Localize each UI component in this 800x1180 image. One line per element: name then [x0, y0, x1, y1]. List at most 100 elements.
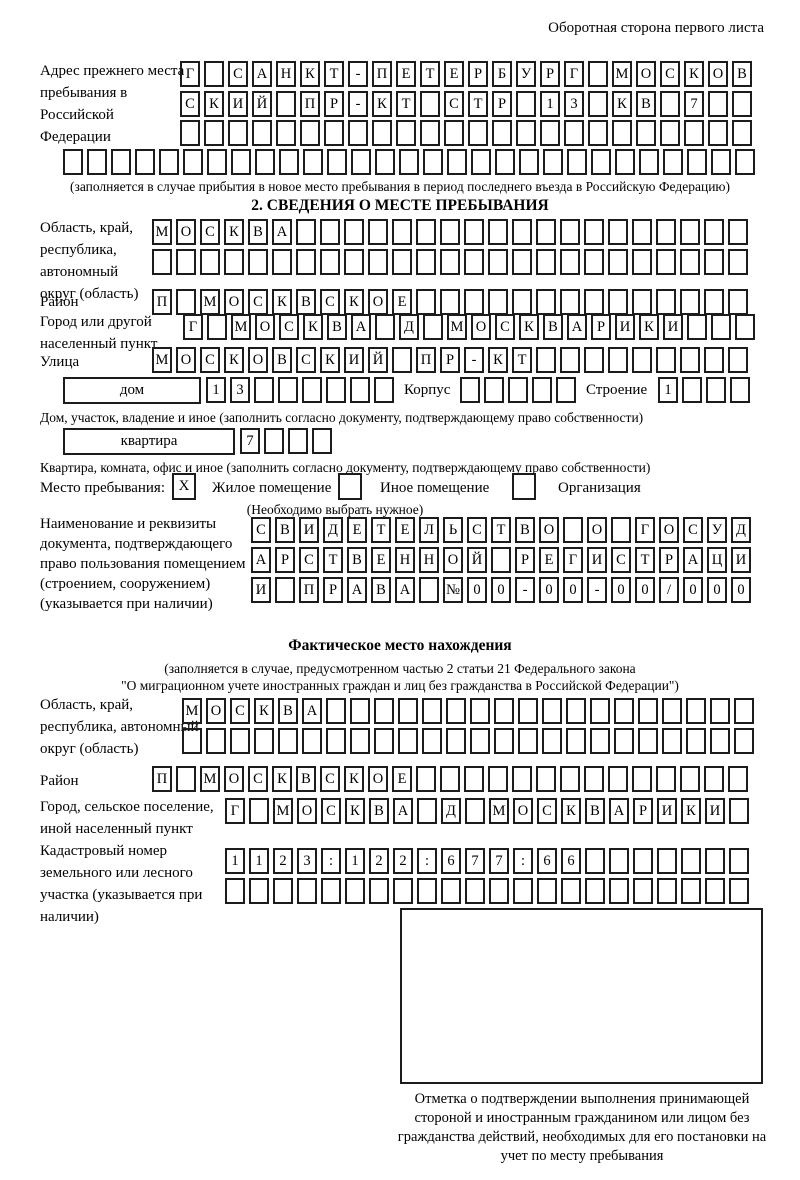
- char-cell[interactable]: К: [372, 91, 392, 117]
- char-cell[interactable]: 3: [230, 377, 250, 403]
- char-cell[interactable]: [278, 728, 298, 754]
- char-cell[interactable]: [492, 120, 512, 146]
- char-cell[interactable]: [392, 219, 412, 245]
- char-cell[interactable]: [537, 878, 557, 904]
- char-cell[interactable]: [135, 149, 155, 175]
- char-cell[interactable]: -: [515, 577, 535, 603]
- char-cell[interactable]: Р: [633, 798, 653, 824]
- char-cell[interactable]: О: [471, 314, 491, 340]
- char-cell[interactable]: 7: [465, 848, 485, 874]
- char-cell[interactable]: [446, 728, 466, 754]
- char-cell[interactable]: [288, 428, 308, 454]
- char-cell[interactable]: -: [348, 91, 368, 117]
- char-cell[interactable]: [495, 149, 515, 175]
- char-cell[interactable]: А: [302, 698, 322, 724]
- char-cell[interactable]: 6: [537, 848, 557, 874]
- char-cell[interactable]: И: [228, 91, 248, 117]
- char-cell[interactable]: К: [345, 798, 365, 824]
- char-cell[interactable]: С: [200, 219, 220, 245]
- char-cell[interactable]: [729, 878, 749, 904]
- char-cell[interactable]: Р: [659, 547, 679, 573]
- char-cell[interactable]: [729, 848, 749, 874]
- char-cell[interactable]: [398, 698, 418, 724]
- char-cell[interactable]: Г: [180, 61, 200, 87]
- char-cell[interactable]: И: [251, 577, 271, 603]
- char-cell[interactable]: [273, 878, 293, 904]
- char-cell[interactable]: [564, 120, 584, 146]
- char-cell[interactable]: 7: [489, 848, 509, 874]
- char-cell[interactable]: К: [224, 219, 244, 245]
- char-cell[interactable]: [615, 149, 635, 175]
- char-cell[interactable]: С: [537, 798, 557, 824]
- char-cell[interactable]: -: [464, 347, 484, 373]
- char-cell[interactable]: [540, 120, 560, 146]
- char-cell[interactable]: К: [254, 698, 274, 724]
- char-cell[interactable]: Т: [371, 517, 391, 543]
- char-cell[interactable]: А: [251, 547, 271, 573]
- char-cell[interactable]: [488, 249, 508, 275]
- char-cell[interactable]: [708, 91, 728, 117]
- char-cell[interactable]: Р: [515, 547, 535, 573]
- char-cell[interactable]: [465, 798, 485, 824]
- char-cell[interactable]: С: [444, 91, 464, 117]
- char-cell[interactable]: 1: [225, 848, 245, 874]
- char-cell[interactable]: [248, 249, 268, 275]
- char-cell[interactable]: [440, 289, 460, 315]
- char-cell[interactable]: О: [248, 347, 268, 373]
- char-cell[interactable]: [609, 848, 629, 874]
- char-cell[interactable]: [560, 347, 580, 373]
- char-cell[interactable]: [513, 878, 533, 904]
- char-cell[interactable]: [708, 120, 728, 146]
- char-cell[interactable]: К: [272, 289, 292, 315]
- char-cell[interactable]: [730, 377, 750, 403]
- char-cell[interactable]: [350, 377, 370, 403]
- char-cell[interactable]: [320, 249, 340, 275]
- char-cell[interactable]: П: [152, 289, 172, 315]
- char-cell[interactable]: А: [347, 577, 367, 603]
- char-cell[interactable]: №: [443, 577, 463, 603]
- char-cell[interactable]: С: [320, 766, 340, 792]
- char-cell[interactable]: [484, 377, 504, 403]
- char-cell[interactable]: В: [371, 577, 391, 603]
- char-cell[interactable]: К: [344, 289, 364, 315]
- char-cell[interactable]: [584, 219, 604, 245]
- char-cell[interactable]: [255, 149, 275, 175]
- char-cell[interactable]: К: [224, 347, 244, 373]
- char-cell[interactable]: Г: [225, 798, 245, 824]
- char-cell[interactable]: Т: [635, 547, 655, 573]
- char-cell[interactable]: 0: [635, 577, 655, 603]
- char-cell[interactable]: [680, 766, 700, 792]
- char-cell[interactable]: В: [347, 547, 367, 573]
- char-cell[interactable]: Р: [323, 577, 343, 603]
- char-cell[interactable]: К: [684, 61, 704, 87]
- char-cell[interactable]: [176, 249, 196, 275]
- char-cell[interactable]: Е: [396, 61, 416, 87]
- char-cell[interactable]: [416, 766, 436, 792]
- char-cell[interactable]: [159, 149, 179, 175]
- char-cell[interactable]: [302, 377, 322, 403]
- char-cell[interactable]: [585, 848, 605, 874]
- char-cell[interactable]: [324, 120, 344, 146]
- char-cell[interactable]: [508, 377, 528, 403]
- char-cell[interactable]: [464, 249, 484, 275]
- checkbox-residential[interactable]: X: [172, 473, 196, 500]
- char-cell[interactable]: В: [278, 698, 298, 724]
- char-cell[interactable]: [326, 377, 346, 403]
- char-cell[interactable]: [327, 149, 347, 175]
- char-cell[interactable]: [705, 878, 725, 904]
- char-cell[interactable]: [351, 149, 371, 175]
- char-cell[interactable]: [536, 347, 556, 373]
- char-cell[interactable]: [710, 698, 730, 724]
- char-cell[interactable]: С: [180, 91, 200, 117]
- char-cell[interactable]: [512, 766, 532, 792]
- char-cell[interactable]: Д: [323, 517, 343, 543]
- char-cell[interactable]: [300, 120, 320, 146]
- char-cell[interactable]: [591, 149, 611, 175]
- char-cell[interactable]: [420, 120, 440, 146]
- char-cell[interactable]: С: [251, 517, 271, 543]
- char-cell[interactable]: [344, 219, 364, 245]
- char-cell[interactable]: С: [299, 547, 319, 573]
- char-cell[interactable]: 6: [441, 848, 461, 874]
- char-cell[interactable]: 2: [369, 848, 389, 874]
- char-cell[interactable]: [566, 698, 586, 724]
